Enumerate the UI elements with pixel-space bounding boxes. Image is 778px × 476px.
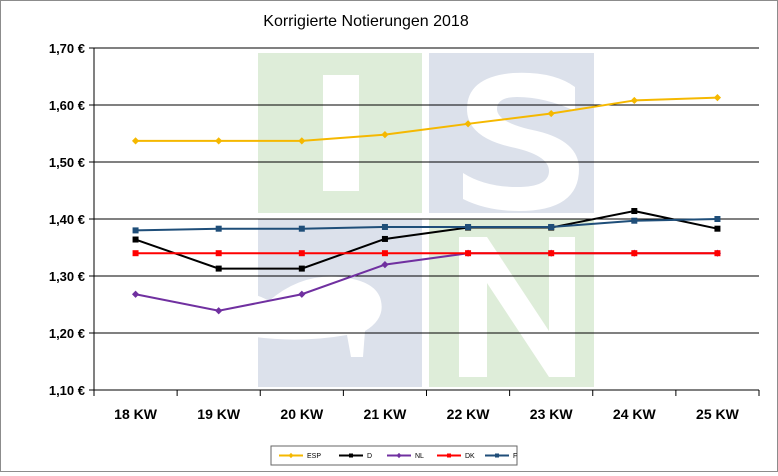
data-point [132, 227, 139, 234]
chart-title: Korrigierte Notierungen 2018 [263, 13, 469, 30]
x-tick-label: 23 KW [530, 406, 574, 422]
legend: ESP D NL DK F [270, 445, 518, 466]
data-point [631, 250, 638, 257]
chart-grid [94, 47, 759, 334]
series-line-d [135, 209, 718, 270]
legend-label: DK [465, 453, 475, 460]
data-point [298, 250, 305, 257]
x-tick-label: 22 KW [447, 406, 491, 422]
legend-label: ESP [307, 453, 321, 460]
legend-marker [288, 452, 294, 459]
data-point [631, 208, 638, 215]
data-point [215, 265, 222, 272]
data-point [381, 261, 389, 269]
x-axis: 18 KW 19 KW 20 KW 21 KW 22 KW 23 KW 24 KW 25 KW [93, 389, 760, 422]
data-point [131, 290, 140, 298]
data-point [713, 93, 722, 102]
legend-label: F [513, 453, 517, 460]
data-point [298, 290, 306, 298]
data-point [465, 223, 472, 230]
x-tick-label: 24 KW [613, 406, 657, 422]
series-d [132, 208, 721, 272]
legend-marker [349, 453, 353, 458]
data-point [381, 131, 389, 139]
data-point [714, 250, 721, 257]
data-point [714, 225, 721, 232]
data-point [631, 217, 638, 224]
series-layer [131, 93, 722, 315]
series-dk [132, 250, 721, 257]
legend-marker [447, 453, 451, 458]
data-point [298, 265, 305, 272]
y-tick-label: 1,30 € [49, 269, 85, 284]
data-point [547, 109, 555, 118]
y-axis: 1,10 € 1,20 € 1,30 € 1,40 € 1,50 € 1,60 € 1,70… [49, 41, 95, 398]
series-line-f [135, 218, 718, 232]
data-point [548, 223, 555, 230]
watermark-pig-silhouette [214, 276, 382, 357]
data-point [131, 137, 140, 145]
legend-entry-dk: DK [437, 453, 475, 460]
legend-marker [396, 452, 402, 459]
x-tick-label: 21 KW [364, 406, 408, 422]
y-tick-label: 1,50 € [49, 155, 85, 170]
data-point [132, 250, 139, 257]
x-tick-label: 20 KW [280, 406, 324, 422]
data-point [132, 236, 139, 243]
legend-entry-d: D [339, 453, 372, 460]
y-tick-label: 1,40 € [49, 212, 85, 227]
x-tick-label: 19 KW [197, 406, 241, 422]
data-point [215, 250, 222, 257]
legend-entry-esp: ESP [279, 452, 321, 460]
data-point [464, 120, 472, 128]
data-point [548, 250, 555, 257]
legend-label: D [367, 453, 372, 460]
x-tick-label: 25 KW [696, 406, 740, 422]
watermark-letter-i [323, 75, 359, 191]
legend-entry-nl: NL [387, 452, 424, 460]
watermark-letter-s [463, 72, 579, 212]
legend-items: ESP D NL DK F [279, 452, 517, 460]
data-point [630, 96, 638, 105]
series-f [132, 216, 721, 234]
y-tick-label: 1,60 € [49, 98, 85, 113]
data-point [381, 250, 388, 257]
data-point [381, 235, 388, 242]
data-point [465, 250, 472, 257]
data-point [298, 137, 306, 145]
data-point [215, 137, 223, 145]
x-tick-label: 18 KW [114, 406, 158, 422]
data-point [215, 307, 223, 315]
data-point [714, 216, 721, 222]
data-point [381, 223, 388, 230]
legend-entry-f: F [485, 453, 517, 460]
data-point [298, 225, 305, 232]
y-tick-label: 1,20 € [49, 326, 85, 341]
series-esp [131, 93, 722, 145]
data-point [215, 225, 222, 232]
watermark-letter-n [459, 237, 575, 377]
legend-marker [495, 453, 499, 458]
legend-label: NL [415, 453, 424, 460]
y-tick-label: 1,70 € [49, 41, 85, 56]
isn-watermark-logo [214, 53, 594, 387]
series-line-esp [135, 96, 718, 142]
y-tick-label: 1,10 € [49, 383, 85, 398]
